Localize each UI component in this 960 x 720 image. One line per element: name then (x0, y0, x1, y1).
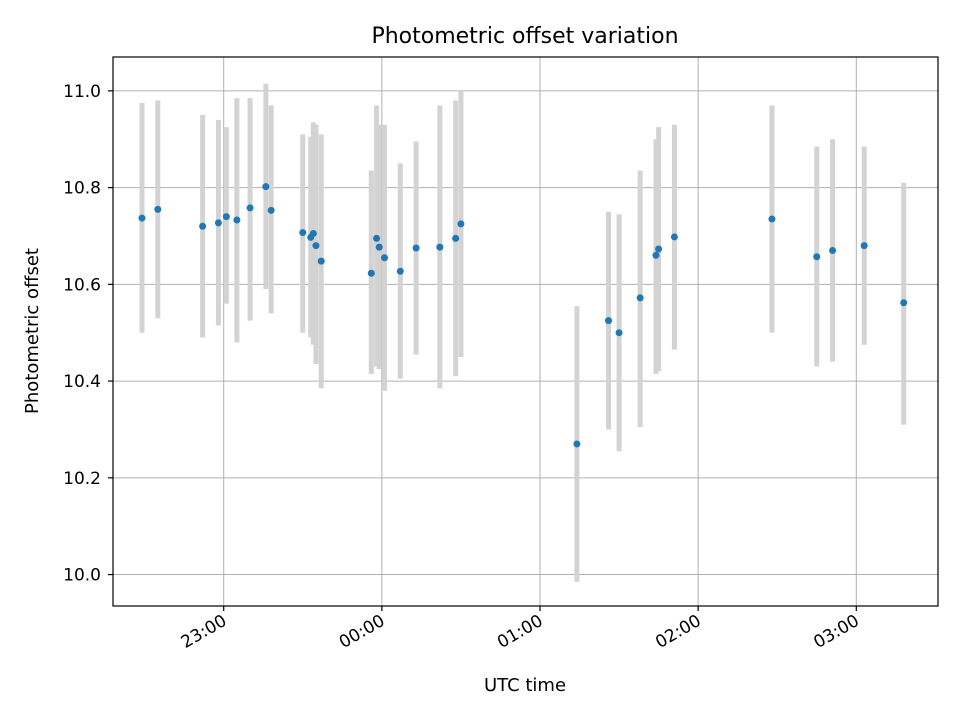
data-point (233, 216, 241, 224)
data-point (615, 329, 623, 337)
plot-frame (112, 56, 939, 607)
data-point (246, 204, 254, 212)
data-point (373, 234, 381, 242)
y-axis-label: Photometric offset (22, 248, 43, 414)
data-point (222, 213, 230, 221)
grid-lines (113, 57, 938, 606)
data-point (813, 253, 821, 261)
chart-title: Photometric offset variation (371, 24, 678, 49)
data-point (380, 254, 388, 262)
data-point (860, 242, 868, 250)
data-point (267, 206, 275, 214)
data-point (317, 257, 325, 265)
data-point (452, 234, 460, 242)
y-tick-label: 11.0 (63, 82, 101, 102)
data-point (138, 214, 146, 222)
y-tick-label: 10.8 (63, 179, 101, 199)
data-point (652, 251, 660, 259)
y-tick-label: 10.6 (63, 275, 101, 295)
data-point (768, 215, 776, 223)
x-axis-label: UTC time (484, 675, 566, 696)
data-point (436, 243, 444, 251)
data-point (670, 233, 678, 241)
data-points (138, 183, 908, 448)
data-point (412, 244, 420, 252)
y-tick-label: 10.2 (63, 469, 101, 489)
data-point (605, 317, 613, 325)
data-point (214, 219, 222, 227)
y-tick-label: 10.4 (63, 372, 101, 392)
data-point (900, 299, 908, 307)
data-point (375, 243, 383, 251)
data-point (309, 230, 317, 238)
data-point (655, 245, 663, 253)
data-point (262, 183, 270, 191)
data-point (829, 246, 837, 254)
data-point (396, 267, 404, 275)
data-point (636, 294, 644, 302)
data-point (367, 269, 375, 277)
data-point (457, 220, 465, 228)
data-point (312, 242, 320, 250)
data-point (573, 440, 581, 448)
data-point (299, 229, 307, 237)
data-point (199, 222, 207, 230)
data-point (154, 205, 162, 213)
y-tick-label: 10.0 (63, 566, 101, 586)
